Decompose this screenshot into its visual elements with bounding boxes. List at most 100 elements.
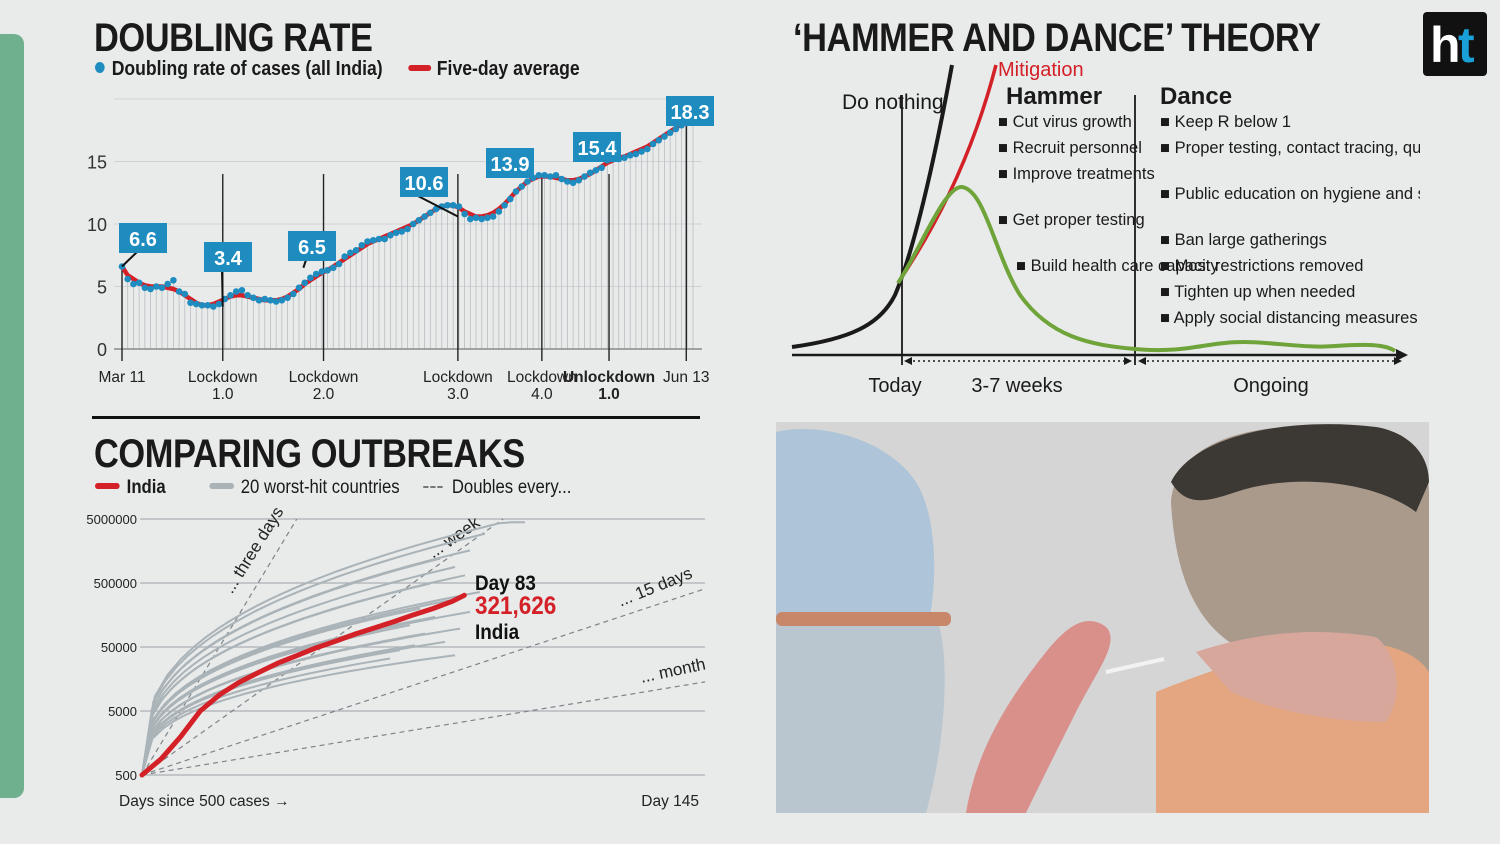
daily-value-point: [421, 213, 428, 220]
daily-value-point: [347, 249, 354, 257]
y-tick-label: 5: [97, 278, 107, 298]
daily-value-point: [467, 215, 474, 223]
daily-value-point: [621, 154, 628, 162]
daily-value-point: [478, 215, 486, 223]
daily-value-point: [181, 290, 189, 298]
daily-value-point: [381, 235, 388, 243]
daily-value-point: [198, 301, 206, 309]
dance-heading: Dance: [1160, 83, 1232, 110]
dance-item-7: ■ Apply social distancing measures: [1160, 309, 1418, 327]
timeline-arrow: [1396, 349, 1408, 361]
daily-value-point: [552, 171, 560, 179]
callout-box: [666, 96, 714, 126]
hammer-span-arrow-left: [904, 357, 912, 365]
daily-value-point: [352, 246, 360, 254]
patient-scarf: [1196, 632, 1397, 722]
do-nothing-label: Do nothing: [842, 91, 944, 114]
hammer-item-1: ■ Cut virus growth: [998, 113, 1132, 131]
daily-value-point: [341, 253, 348, 260]
daily-value-point: [238, 286, 246, 294]
daily-value-point: [518, 183, 525, 190]
daily-value-point: [375, 235, 383, 243]
country-curve: [141, 607, 421, 776]
daily-value-point: [427, 209, 434, 217]
daily-value-point: [581, 173, 588, 180]
daily-value-point: [261, 295, 269, 303]
callout-leader: [417, 195, 459, 218]
legend-doubling-label: Doubles every...: [451, 477, 572, 498]
legend-red-line: [408, 65, 432, 71]
doubling-reference-line: [141, 518, 298, 776]
daily-value-point: [227, 291, 234, 299]
legend-average-label: Five-day average: [436, 58, 580, 80]
country-curve: [141, 591, 481, 776]
daily-value-point: [489, 213, 497, 220]
log-tick-label: 50000: [101, 640, 137, 655]
daily-value-point: [484, 214, 491, 222]
daily-value-point: [569, 179, 577, 187]
ppe-hood: [776, 429, 935, 652]
daily-value-point: [329, 264, 337, 272]
daily-value-point: [290, 290, 297, 298]
daily-value-point: [141, 284, 149, 292]
daily-value-point: [404, 225, 411, 233]
daily-value-point: [655, 136, 663, 144]
daily-value-point: [632, 150, 640, 158]
x-tick-sublabel: 3.0: [447, 386, 469, 403]
comparing-outbreaks-title: COMPARING OUTBREAKS: [94, 432, 525, 476]
dance-span-arrow-left: [1138, 357, 1146, 365]
doubling-reference-line: [141, 518, 504, 776]
dance-item-6: ■ Tighten up when needed: [1160, 283, 1355, 301]
country-curve: [141, 657, 391, 776]
callout-box: [288, 231, 336, 261]
legend-doubling-line: [423, 486, 444, 488]
dance-span-arrow-right: [1394, 357, 1402, 365]
ht-logo-mark: h t: [1430, 17, 1475, 73]
ongoing-label: Ongoing: [1233, 375, 1309, 397]
daily-value-point: [444, 201, 451, 209]
x-tick-label: Lockdown: [188, 369, 258, 386]
daily-value-point: [192, 300, 200, 308]
daily-value-point: [187, 299, 194, 307]
daily-value-point: [495, 208, 503, 215]
hammer-dance-curve: [896, 185, 1397, 353]
country-curve: [141, 649, 401, 776]
section-divider: [92, 416, 700, 419]
daily-value-point: [472, 214, 480, 222]
dance-item-1: ■ Keep R below 1: [1160, 113, 1291, 131]
daily-value-point: [152, 283, 160, 290]
x-axis-right-label: Day 145: [641, 793, 699, 810]
hammer-dance-diagram: Do nothing Mitigation Hammer ■ Cut virus…: [791, 59, 1420, 397]
swab-test-photo: [776, 422, 1429, 813]
dance-item-3: ■ Public education on hygiene and social…: [1160, 185, 1420, 203]
callout-value: 13.9: [491, 154, 530, 176]
daily-value-point: [135, 279, 143, 287]
y-tick-label: 0: [97, 340, 107, 360]
daily-value-point: [415, 216, 423, 224]
daily-value-point: [272, 298, 280, 305]
legend-daily-label: Doubling rate of cases (all India): [111, 58, 383, 80]
daily-value-point: [369, 236, 377, 244]
legend-countries-label: 20 worst-hit countries: [240, 477, 400, 498]
daily-value-point: [535, 171, 543, 179]
callout-box: [486, 148, 534, 178]
swab-test-illustration: [776, 422, 1429, 813]
do-nothing-curve: [791, 64, 954, 349]
daily-value-point: [649, 140, 657, 148]
callout-leader: [221, 270, 224, 307]
daily-value-point: [638, 148, 645, 155]
y-tick-label: 15: [87, 153, 107, 173]
country-curve: [141, 582, 431, 776]
daily-value-point: [301, 279, 309, 287]
y-tick-label: 10: [87, 215, 107, 235]
daily-value-point: [267, 296, 274, 304]
daily-value-point: [672, 125, 680, 133]
country-curve: [141, 599, 451, 776]
callout-box: [400, 167, 448, 197]
daily-value-point: [592, 166, 600, 174]
callout-value: 3.4: [214, 248, 243, 270]
doubling-legend: Doubling rate of cases (all India) Five-…: [95, 58, 580, 81]
dance-item-5: ■ Most restrictions removed: [1160, 257, 1363, 275]
country-curve: [141, 532, 486, 776]
